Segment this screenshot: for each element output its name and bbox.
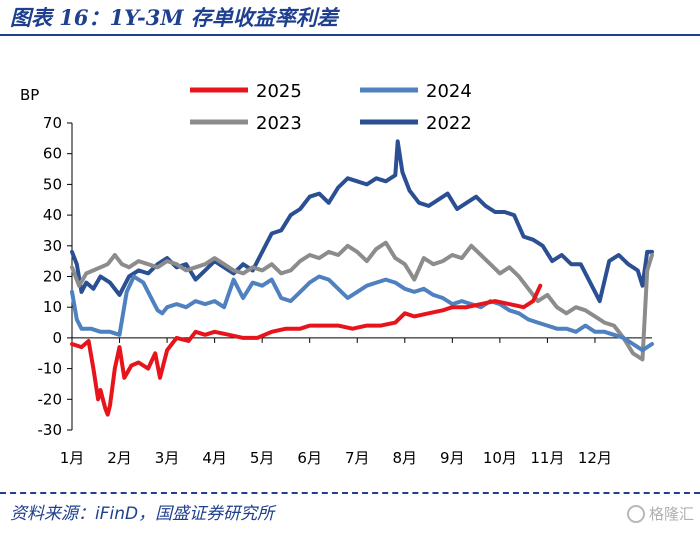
x-tick-label: 9月: [440, 449, 465, 467]
y-tick-label: 50: [43, 175, 62, 193]
y-tick-label: -30: [38, 421, 63, 439]
y-tick-label: 20: [43, 268, 62, 286]
x-tick-label: 4月: [202, 449, 227, 467]
y-tick-label: 40: [43, 206, 62, 224]
y-axis: 70 60 50 40 30 20 10 0 -10 -20 -30: [38, 114, 73, 439]
watermark-logo-icon: [626, 504, 645, 523]
legend-label-2025: 2025: [256, 81, 302, 102]
x-tick-label: 5月: [250, 449, 275, 467]
x-tick-label: 1月: [60, 449, 85, 467]
y-tick-label: -20: [38, 390, 63, 408]
source-note: 资料来源：iFinD，国盛证券研究所: [10, 504, 275, 524]
x-tick-label: 2月: [107, 449, 132, 467]
watermark-text: 格隆汇: [648, 505, 694, 523]
x-tick-label: 10月: [483, 449, 517, 467]
series-line-2024: [70, 274, 654, 353]
y-tick-label: 0: [52, 329, 62, 347]
legend: 2025 2024 2023 2022: [190, 81, 472, 134]
legend-label-2022: 2022: [426, 113, 472, 134]
x-axis: 1月 2月 3月 4月 5月 6月 7月 8月 9月 10月 11月 12月: [60, 337, 652, 467]
x-tick-label: 12月: [578, 449, 612, 467]
y-tick-label: 70: [43, 114, 62, 132]
y-tick-label: -10: [38, 360, 63, 378]
x-tick-label: 11月: [530, 449, 564, 467]
x-tick-label: 8月: [393, 449, 418, 467]
watermark: 格隆汇: [626, 503, 694, 524]
legend-label-2023: 2023: [256, 113, 302, 134]
series-line-2022: [70, 139, 654, 304]
y-tick-label: 30: [43, 237, 62, 255]
source-rule: [0, 492, 700, 494]
series-line-2023: [70, 240, 654, 362]
x-tick-label: 6月: [297, 449, 322, 467]
figure-title: 图表 16：1Y-3M 存单收益率利差: [10, 5, 338, 30]
y-tick-label: 60: [43, 145, 62, 163]
legend-label-2024: 2024: [426, 81, 472, 102]
x-tick-label: 3月: [155, 449, 180, 467]
y-axis-label: BP: [20, 86, 39, 104]
x-tick-label: 7月: [345, 449, 370, 467]
series-layer: [70, 139, 654, 417]
title-rule: [0, 34, 700, 36]
series-line-2025: [70, 283, 543, 417]
y-tick-label: 10: [43, 298, 62, 316]
